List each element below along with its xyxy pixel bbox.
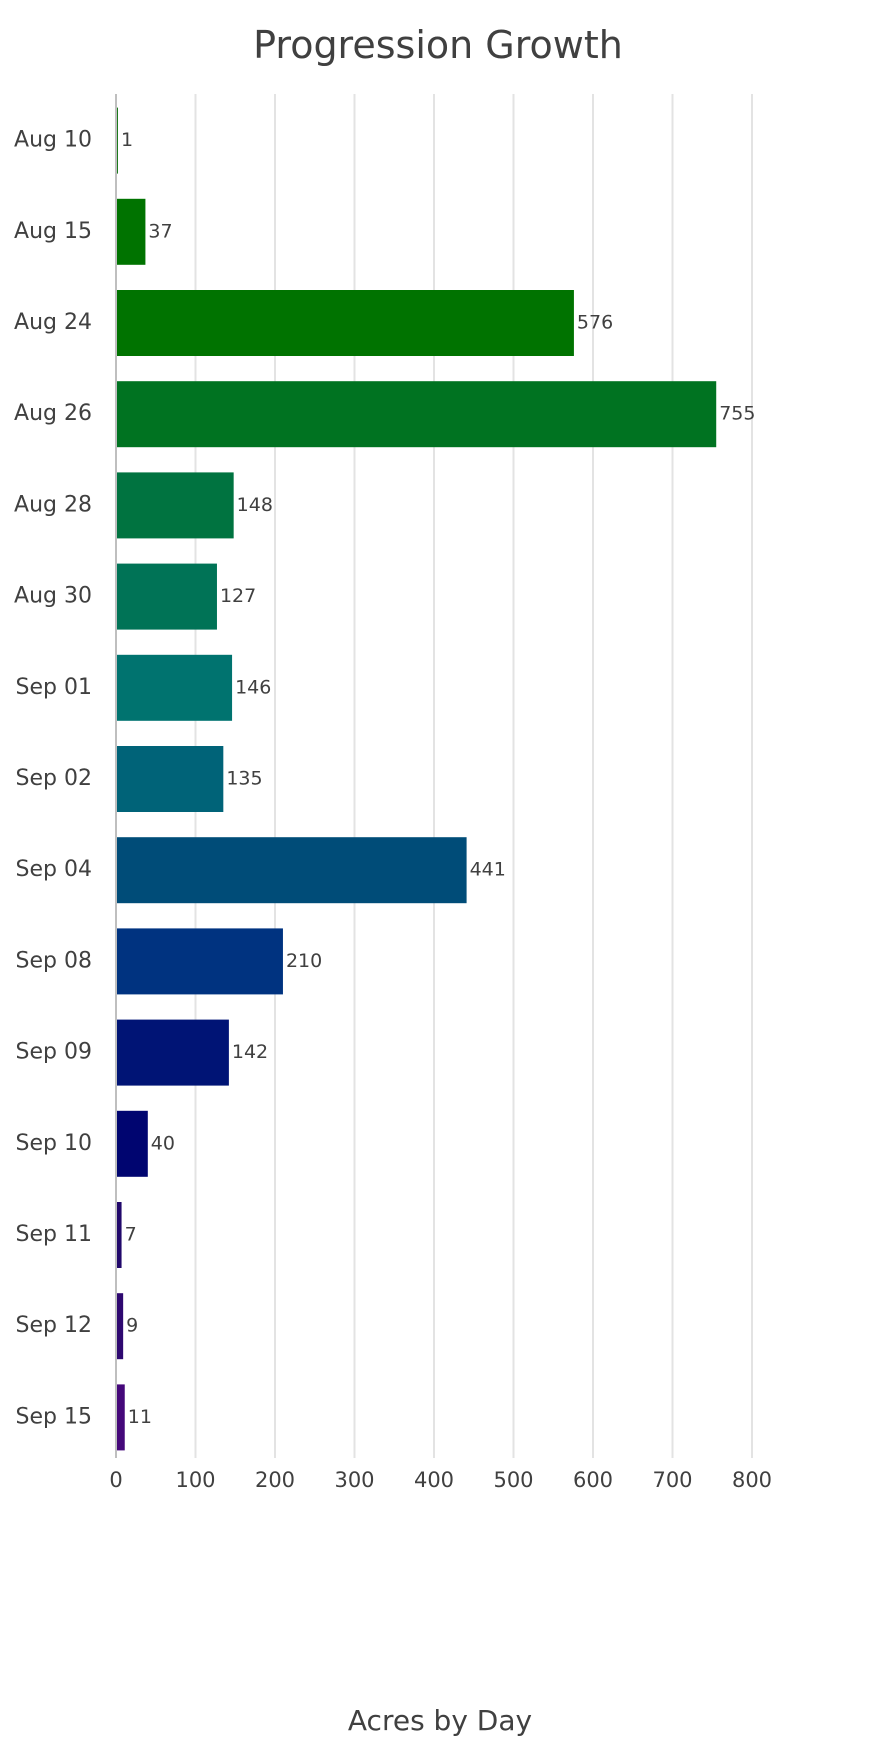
data-label: 11 — [128, 1406, 152, 1428]
data-label: 576 — [577, 312, 613, 334]
category-labels: Aug 10 Aug 15 Aug 24 Aug 26 Aug 28 Aug 30 Sep … — [14, 128, 92, 1430]
category-label: Sep 04 — [16, 857, 92, 882]
x-tick-label: 100 — [175, 1468, 215, 1492]
bar — [116, 746, 224, 812]
category-label: Sep 10 — [16, 1131, 92, 1156]
category-label: Aug 30 — [14, 584, 92, 609]
x-tick-label: 800 — [732, 1468, 772, 1492]
category-label: Sep 09 — [16, 1040, 92, 1065]
bar — [116, 198, 146, 265]
x-axis-title: Acres by Day — [348, 1704, 532, 1737]
bar — [116, 1384, 125, 1451]
bar — [116, 928, 283, 995]
data-label: 1 — [121, 129, 133, 151]
data-label: 9 — [126, 1315, 138, 1337]
bar — [116, 290, 574, 356]
x-tick-label: 500 — [493, 1468, 533, 1492]
data-label: 146 — [235, 676, 271, 698]
category-label: Aug 15 — [14, 219, 92, 244]
category-label: Aug 28 — [14, 492, 92, 517]
category-label: Aug 24 — [14, 310, 92, 335]
x-tick-labels: 0 100 200 300 400 500 600 700 800 — [109, 1468, 772, 1492]
bar — [116, 381, 717, 448]
bar — [116, 563, 217, 630]
bar — [116, 1019, 229, 1086]
data-label: 142 — [232, 1041, 268, 1063]
bar — [116, 472, 234, 539]
x-tick-label: 200 — [255, 1468, 295, 1492]
category-label: Sep 02 — [16, 766, 92, 791]
category-label: Sep 11 — [16, 1222, 92, 1247]
x-tick-label: 0 — [109, 1468, 122, 1492]
data-label: 37 — [148, 220, 172, 242]
data-label: 148 — [237, 494, 273, 516]
bar — [116, 1202, 122, 1268]
bar — [116, 654, 233, 721]
data-label: 127 — [220, 585, 256, 607]
data-label: 135 — [226, 768, 262, 790]
category-label: Aug 26 — [14, 401, 92, 426]
category-label: Aug 10 — [14, 128, 92, 153]
data-label: 441 — [470, 859, 506, 881]
bar — [116, 1293, 124, 1360]
category-label: Sep 08 — [16, 948, 92, 973]
x-tick-label: 300 — [334, 1468, 374, 1492]
data-label: 7 — [125, 1224, 137, 1246]
x-tick-label: 400 — [414, 1468, 454, 1492]
chart-title: Progression Growth — [253, 23, 623, 67]
category-label: Sep 15 — [16, 1404, 92, 1429]
data-labels: 1 37 576 755 148 127 146 135 441 210 142 40 7 9 11 — [121, 129, 755, 1428]
x-tick-label: 600 — [573, 1468, 613, 1492]
category-label: Sep 01 — [16, 675, 92, 700]
bar — [116, 837, 467, 904]
data-label: 755 — [719, 403, 755, 425]
category-label: Sep 12 — [16, 1313, 92, 1338]
data-label: 210 — [286, 950, 322, 972]
data-label: 40 — [151, 1132, 175, 1154]
bars — [116, 107, 717, 1451]
x-tick-label: 700 — [652, 1468, 692, 1492]
bar — [116, 1110, 148, 1177]
